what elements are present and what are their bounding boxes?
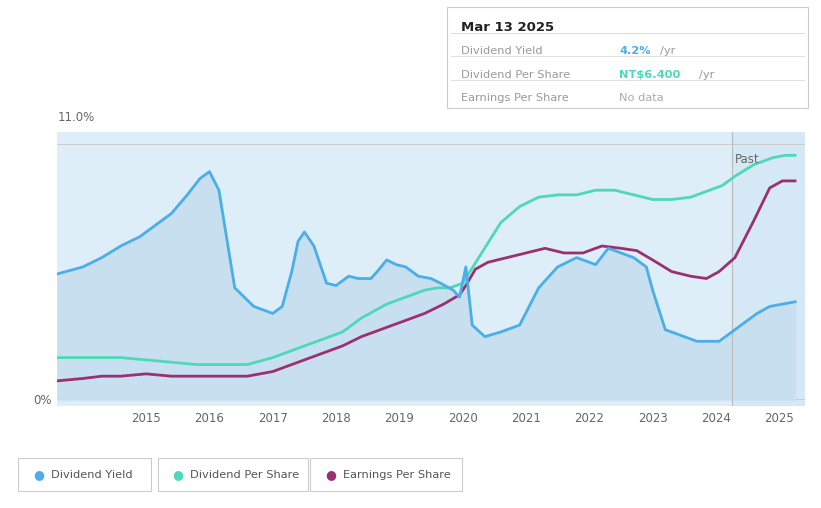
Text: NT$6.400: NT$6.400 bbox=[619, 70, 681, 80]
Text: 4.2%: 4.2% bbox=[619, 46, 651, 56]
Text: Dividend Per Share: Dividend Per Share bbox=[190, 470, 300, 480]
Text: 11.0%: 11.0% bbox=[57, 111, 94, 124]
Text: No data: No data bbox=[619, 93, 663, 103]
Text: ●: ● bbox=[33, 468, 44, 482]
Text: ●: ● bbox=[325, 468, 336, 482]
Text: Dividend Per Share: Dividend Per Share bbox=[461, 70, 571, 80]
Text: Earnings Per Share: Earnings Per Share bbox=[343, 470, 451, 480]
Text: Dividend Yield: Dividend Yield bbox=[51, 470, 132, 480]
Bar bbox=[732, 132, 805, 406]
Text: /yr: /yr bbox=[699, 70, 715, 80]
Text: /yr: /yr bbox=[660, 46, 676, 56]
Text: Dividend Yield: Dividend Yield bbox=[461, 46, 543, 56]
Text: ●: ● bbox=[172, 468, 183, 482]
Text: Mar 13 2025: Mar 13 2025 bbox=[461, 21, 554, 34]
Text: Past: Past bbox=[735, 153, 759, 166]
Text: Earnings Per Share: Earnings Per Share bbox=[461, 93, 569, 103]
